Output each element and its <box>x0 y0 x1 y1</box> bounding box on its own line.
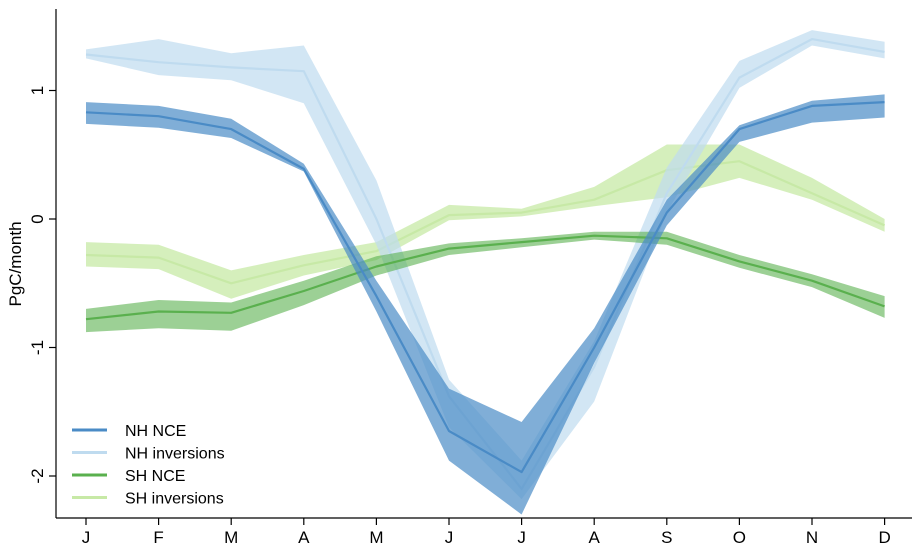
line-sh-nce <box>85 234 885 321</box>
x-tick-label: N <box>806 528 818 547</box>
y-tick-label: 1 <box>28 86 47 95</box>
legend-item: SH inversions <box>72 491 224 508</box>
x-tick-label: D <box>878 528 890 547</box>
y-tick-label: -1 <box>28 340 47 355</box>
y-ticks: 1 0 -1 -2 <box>28 86 56 484</box>
series-sh-nce <box>85 231 885 333</box>
x-tick-label: A <box>589 528 601 547</box>
x-tick-label: J <box>517 528 526 547</box>
legend-label: SH inversions <box>125 491 224 508</box>
line-sh-inversions <box>85 160 886 285</box>
x-tick-label: A <box>298 528 310 547</box>
x-tick-label: M <box>369 528 383 547</box>
series-sh-inversions <box>85 144 886 299</box>
band-nh-inversions <box>86 30 885 500</box>
y-tick-label: -2 <box>28 468 47 483</box>
legend-item: NH inversions <box>72 446 225 463</box>
x-tick-label: S <box>661 528 672 547</box>
x-tick-label: F <box>153 528 163 547</box>
x-tick-label: J <box>445 528 454 547</box>
series-nh-nce <box>85 94 885 515</box>
legend-label: SH NCE <box>125 468 185 485</box>
legend: NH NCE NH inversions SH NCE SH inversions <box>72 423 225 508</box>
series-layer <box>85 30 886 515</box>
line-nh-nce <box>85 101 885 474</box>
x-tick-label: O <box>733 528 746 547</box>
legend-label: NH NCE <box>125 423 186 440</box>
y-tick-label: 0 <box>28 214 47 223</box>
band-sh-nce <box>86 231 885 333</box>
y-axis-label: PgC/month <box>6 221 25 306</box>
legend-item: NH NCE <box>72 423 186 440</box>
band-sh-inversions <box>86 144 885 299</box>
legend-item: SH NCE <box>72 468 185 485</box>
band-nh-nce <box>86 94 885 515</box>
legend-label: NH inversions <box>125 446 225 463</box>
x-tick-label: M <box>224 528 238 547</box>
x-tick-label: J <box>82 528 91 547</box>
